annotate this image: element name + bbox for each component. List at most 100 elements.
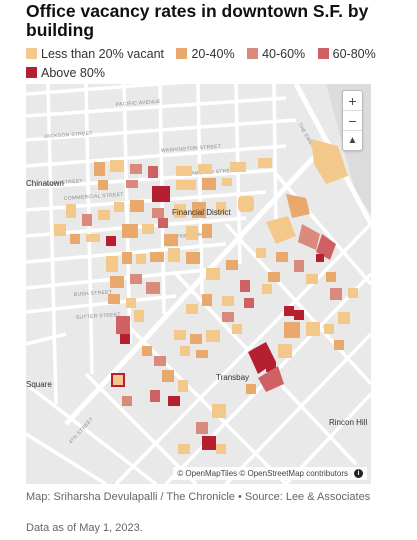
building[interactable] (146, 282, 160, 294)
building[interactable] (206, 330, 220, 342)
building[interactable] (142, 224, 154, 234)
building[interactable] (66, 204, 76, 218)
building[interactable] (284, 306, 294, 316)
building[interactable] (168, 248, 180, 262)
building[interactable] (174, 204, 186, 218)
building[interactable] (262, 284, 272, 294)
building[interactable] (202, 178, 216, 190)
building[interactable] (316, 254, 324, 262)
building[interactable] (248, 342, 276, 374)
building[interactable] (192, 202, 206, 218)
building[interactable] (130, 200, 144, 212)
reset-north-button[interactable]: ▲ (347, 135, 358, 146)
building[interactable] (202, 224, 212, 238)
building[interactable] (126, 180, 138, 188)
building[interactable] (266, 362, 276, 372)
building[interactable] (222, 312, 234, 322)
building[interactable] (256, 248, 266, 258)
building[interactable] (230, 162, 246, 172)
building[interactable] (148, 166, 158, 178)
building[interactable] (206, 268, 220, 280)
building[interactable] (222, 178, 232, 186)
building[interactable] (176, 180, 196, 190)
building[interactable] (306, 322, 320, 336)
building[interactable] (276, 252, 288, 262)
building[interactable] (106, 236, 116, 246)
building[interactable] (326, 272, 336, 282)
building[interactable] (268, 272, 280, 282)
building[interactable] (298, 224, 320, 250)
building[interactable] (122, 396, 132, 406)
building[interactable] (202, 436, 216, 450)
building[interactable] (240, 280, 250, 292)
building[interactable] (238, 196, 254, 212)
attribution-text[interactable]: © OpenMapTiles © OpenStreetMap contribut… (177, 469, 348, 478)
building[interactable] (54, 224, 66, 236)
vacancy-map[interactable]: PACIFIC AVENUE JACKSON STREET WASHINGTON… (26, 84, 371, 484)
building[interactable] (178, 380, 188, 392)
building[interactable] (196, 422, 208, 434)
building[interactable] (134, 310, 144, 322)
zoom-in-button[interactable]: + (343, 91, 362, 111)
building[interactable] (116, 316, 130, 334)
building[interactable] (306, 274, 318, 284)
building[interactable] (168, 396, 180, 406)
info-icon[interactable]: i (354, 469, 363, 478)
building[interactable] (114, 202, 124, 212)
building[interactable] (152, 186, 170, 202)
building[interactable] (294, 310, 304, 320)
building[interactable] (216, 202, 226, 214)
building[interactable] (164, 234, 178, 246)
building[interactable] (324, 324, 334, 334)
building[interactable] (136, 254, 146, 264)
building[interactable] (130, 274, 142, 284)
building[interactable] (158, 218, 168, 228)
building[interactable] (98, 180, 108, 190)
building[interactable] (284, 322, 300, 338)
building[interactable] (106, 256, 118, 272)
building[interactable] (108, 294, 120, 304)
building[interactable] (222, 296, 234, 306)
building[interactable] (316, 234, 336, 260)
building[interactable] (212, 404, 226, 418)
building[interactable] (98, 210, 110, 220)
building[interactable] (202, 294, 212, 306)
building[interactable] (152, 208, 164, 218)
building[interactable] (110, 160, 124, 172)
building[interactable] (232, 324, 242, 334)
building[interactable] (266, 216, 296, 244)
building[interactable] (110, 276, 124, 288)
building[interactable] (70, 234, 80, 244)
building[interactable] (176, 166, 192, 176)
building[interactable] (130, 164, 142, 174)
building[interactable] (196, 350, 208, 358)
building[interactable] (244, 298, 254, 308)
building[interactable] (186, 304, 198, 314)
building[interactable] (150, 252, 164, 262)
building[interactable] (82, 214, 92, 226)
building[interactable] (174, 330, 186, 340)
building[interactable] (186, 252, 200, 264)
building[interactable] (126, 298, 136, 308)
building[interactable] (142, 346, 152, 356)
building[interactable] (334, 340, 344, 350)
building[interactable] (286, 194, 310, 218)
building[interactable] (198, 164, 212, 174)
building[interactable] (258, 158, 272, 168)
building[interactable] (150, 390, 160, 402)
building[interactable] (120, 334, 130, 344)
building[interactable] (122, 224, 138, 238)
building[interactable] (226, 260, 238, 270)
building[interactable] (186, 226, 198, 240)
building[interactable] (162, 370, 174, 382)
building[interactable] (311, 139, 348, 184)
building[interactable] (216, 444, 226, 454)
building[interactable] (294, 260, 304, 272)
building[interactable] (246, 384, 256, 394)
building[interactable] (180, 346, 190, 356)
zoom-out-button[interactable]: − (343, 111, 362, 131)
building[interactable] (278, 344, 292, 358)
building[interactable] (348, 288, 358, 298)
map-canvas[interactable]: PACIFIC AVENUE JACKSON STREET WASHINGTON… (26, 84, 371, 484)
building[interactable] (178, 444, 190, 454)
